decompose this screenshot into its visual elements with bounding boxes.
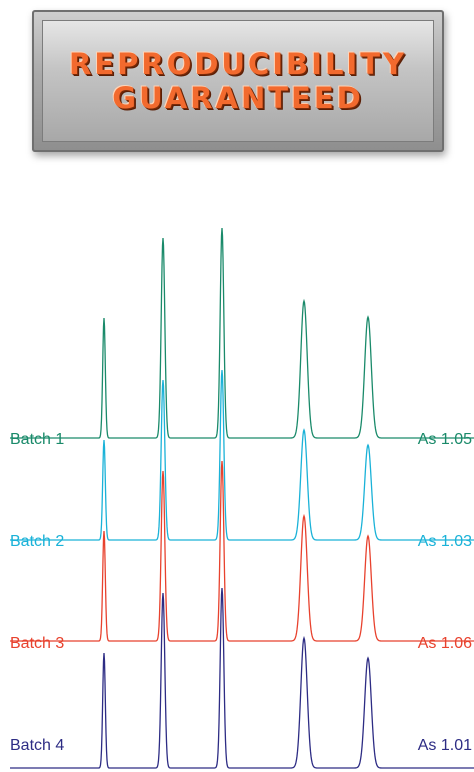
badge-plate: REPRODUCIBILITY GUARANTEED bbox=[42, 20, 434, 142]
asymmetry-label-batch-3: As 1.06 bbox=[418, 635, 472, 652]
series-label-batch-2: Batch 2 bbox=[10, 533, 64, 550]
badge-line-2: GUARANTEED bbox=[112, 81, 364, 115]
reproducibility-badge: REPRODUCIBILITY GUARANTEED bbox=[32, 10, 444, 152]
badge-line-1: REPRODUCIBILITY bbox=[68, 47, 408, 81]
asymmetry-label-batch-1: As 1.05 bbox=[418, 431, 472, 448]
trace-batch-2 bbox=[10, 369, 474, 541]
asymmetry-label-batch-2: As 1.03 bbox=[418, 533, 472, 550]
trace-batch-1 bbox=[10, 227, 474, 439]
trace-batch-3 bbox=[10, 460, 474, 642]
asymmetry-label-batch-4: As 1.01 bbox=[418, 737, 472, 754]
series-label-batch-1: Batch 1 bbox=[10, 431, 64, 448]
series-label-batch-3: Batch 3 bbox=[10, 635, 64, 652]
trace-batch-4 bbox=[10, 587, 474, 769]
series-label-batch-4: Batch 4 bbox=[10, 737, 64, 754]
